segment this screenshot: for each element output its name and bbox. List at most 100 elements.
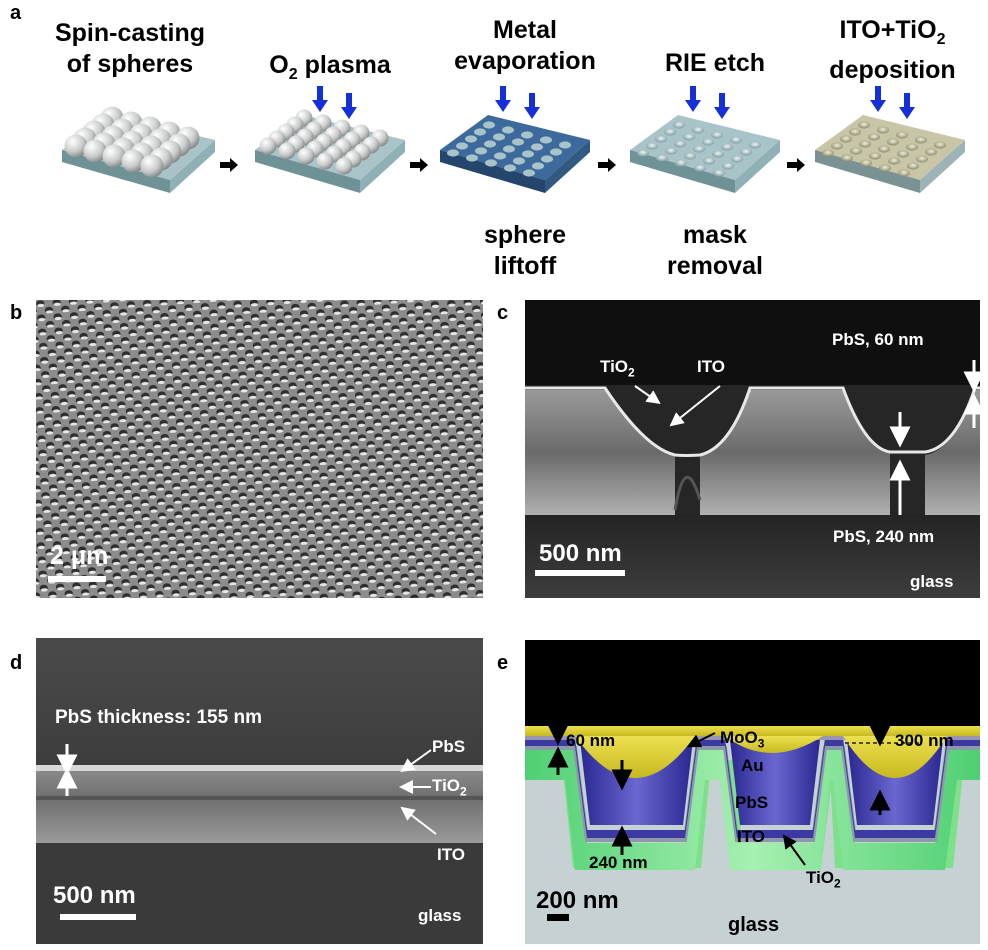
hole (934, 141, 946, 149)
hole (749, 141, 761, 149)
hole (840, 135, 852, 143)
hole (683, 133, 695, 141)
panel-b-sem-image (36, 300, 483, 598)
hole (465, 135, 477, 143)
hole (694, 164, 706, 172)
panel-e-tio2-label: TiO2 (806, 868, 841, 891)
panel-a-step-5-title: ITO+TiO2 deposition (829, 16, 956, 84)
hole (559, 141, 571, 149)
panel-a-bottom-label-1: sphere liftoff (484, 221, 566, 280)
panel-e-glass-label: glass (728, 914, 780, 936)
hole (925, 148, 937, 156)
panel-d-tio2-label: TiO2 (432, 776, 467, 799)
hole (674, 140, 686, 148)
hole (504, 164, 516, 172)
hole (523, 169, 535, 177)
hole (831, 142, 843, 150)
panel-e-letter: e (497, 652, 509, 674)
sphere (297, 147, 315, 165)
hole (475, 147, 487, 155)
spheres-step-2 (259, 109, 389, 175)
hole (896, 131, 908, 139)
hole (494, 152, 506, 160)
hole (512, 138, 524, 146)
panel-c-pbs-bottom-label: PbS, 240 nm (833, 527, 935, 546)
hole (532, 162, 544, 170)
panel-b-scale-bar (48, 576, 106, 582)
hole (485, 159, 497, 167)
sphere (121, 149, 145, 173)
hole (916, 155, 928, 163)
hole (740, 148, 752, 156)
sphere (335, 157, 353, 175)
hole (721, 143, 733, 151)
panel-c-tio2-label: TiO2 (600, 357, 635, 380)
hole (888, 157, 900, 165)
panel-d-sem-image (36, 638, 483, 944)
hole (907, 162, 919, 170)
hole (646, 142, 658, 150)
hole (541, 155, 553, 163)
sphere (316, 152, 334, 170)
hole (637, 149, 649, 157)
hole (887, 138, 899, 146)
sphere (259, 137, 277, 155)
panel-b-scale-label: 2 μm (50, 542, 109, 570)
hole (711, 131, 723, 139)
panel-e-pbs-label: PbS (735, 793, 769, 812)
hole (656, 154, 668, 162)
hole (822, 149, 834, 157)
hole (722, 162, 734, 170)
hole (879, 164, 891, 172)
hole (684, 152, 696, 160)
hole (513, 157, 525, 165)
hole (702, 138, 714, 146)
hole (484, 140, 496, 148)
panel-c-letter: c (497, 302, 509, 324)
sphere (278, 142, 296, 160)
hole (858, 121, 870, 129)
hole (521, 131, 533, 139)
hole (673, 121, 685, 129)
hole (474, 128, 486, 136)
holes-step-4 (637, 121, 761, 177)
step-arrows (220, 158, 805, 172)
panel-d-scale-bar (60, 914, 136, 920)
hole (849, 128, 861, 136)
hole (493, 133, 505, 141)
hole (850, 147, 862, 155)
sphere (102, 144, 126, 168)
hole (655, 135, 667, 143)
hole (693, 145, 705, 153)
panel-d-thickness-label: PbS thickness: 155 nm (55, 707, 262, 728)
hole (692, 126, 704, 134)
blue-arrows (312, 86, 915, 119)
hole (898, 169, 910, 177)
panel-d-glass-label: glass (418, 906, 462, 925)
panel-a-diagram (62, 86, 965, 193)
hole (540, 136, 552, 144)
hole (503, 145, 515, 153)
panel-a-bottom-label-2: mask removal (667, 221, 763, 280)
panel-e-240nm-label: 240 nm (589, 853, 648, 872)
hole (447, 149, 459, 157)
panel-a-step-4-title: RIE etch (664, 49, 766, 77)
panel-e-scale-bar (547, 914, 569, 921)
panel-c-scale-label: 500 nm (539, 540, 622, 567)
panel-a-step-2-title: O2 plasma (269, 51, 391, 83)
hole (915, 136, 927, 144)
panel-c-glass-label: glass (910, 572, 954, 591)
hole (713, 169, 725, 177)
hole (869, 152, 881, 160)
hole (841, 154, 853, 162)
panel-e-300nm-label: 300 nm (895, 731, 954, 750)
panel-e-moo3-label: MoO3 (720, 728, 765, 751)
panel-d-ito-label: ITO (437, 845, 466, 864)
panel-d-letter: d (10, 652, 23, 674)
hole (868, 133, 880, 141)
hole (522, 150, 534, 158)
panel-a-step-3-title: Metal evaporation (454, 16, 596, 75)
spheres-step-1 (64, 106, 200, 178)
hole (878, 145, 890, 153)
hole (531, 143, 543, 151)
